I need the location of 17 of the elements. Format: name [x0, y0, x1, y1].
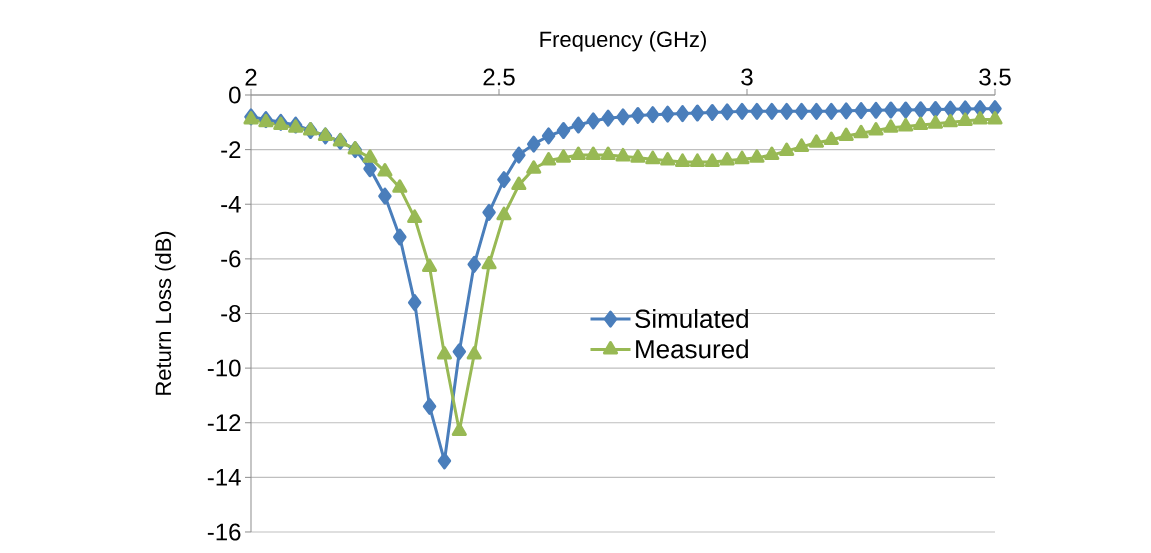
- legend-label: Measured: [636, 339, 748, 359]
- y-tick-label: -6: [221, 250, 241, 268]
- legend-label: Simulated: [635, 308, 748, 329]
- x-tick-label: 2: [245, 68, 257, 86]
- y-tick-label: -16: [207, 523, 241, 541]
- x-axis-title: Frequency (GHz): [540, 30, 706, 52]
- x-tick-label: 3.5: [979, 68, 1011, 86]
- y-tick-label: -2: [221, 141, 241, 158]
- x-tick-label: 2.5: [483, 68, 515, 86]
- y-axis-title: Return Loss (dB): [154, 231, 176, 395]
- y-tick-label: -4: [221, 195, 241, 213]
- y-tick-label: -12: [207, 414, 241, 432]
- x-tick-label: 3: [741, 68, 753, 86]
- y-tick-label: -10: [207, 359, 241, 377]
- y-tick-label: 0: [229, 86, 241, 104]
- y-tick-label: -14: [207, 469, 241, 486]
- y-tick-label: -8: [221, 305, 241, 322]
